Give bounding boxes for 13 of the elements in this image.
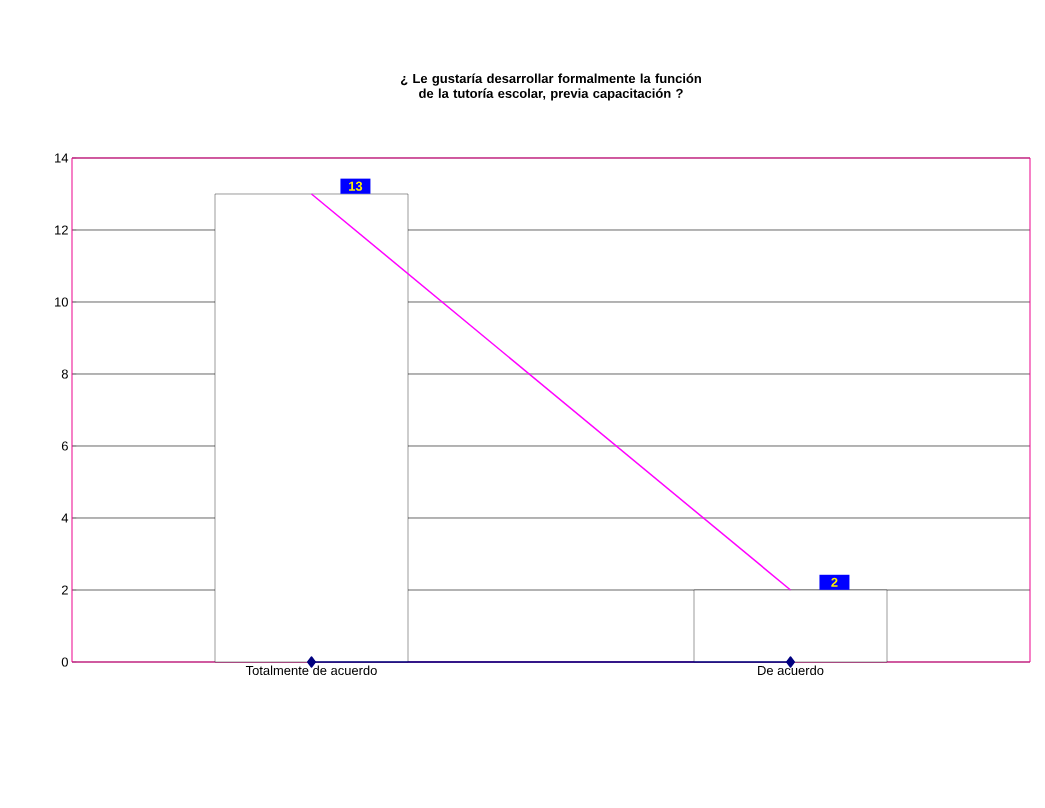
y-tick-label: 14 xyxy=(55,153,69,163)
y-tick-label: 8 xyxy=(61,369,68,379)
y-tick-label: 4 xyxy=(61,513,69,523)
y-tick-label: 10 xyxy=(55,297,68,307)
x-tick-label: Totalmente de acuerdo xyxy=(245,665,377,676)
y-tick-label: 12 xyxy=(55,225,68,235)
x-tick-label: De acuerdo xyxy=(758,665,824,676)
y-tick-label: 2 xyxy=(61,585,68,595)
y-tick-label: 6 xyxy=(61,441,68,451)
y-tick-label: 0 xyxy=(61,657,68,667)
data-label: 2 xyxy=(831,577,838,587)
chart-title: ¿ Le gustaría desarrollar formalmente la función de la tutoría escolar, previa capacitación ? xyxy=(400,73,701,101)
data-label: 13 xyxy=(349,181,363,191)
